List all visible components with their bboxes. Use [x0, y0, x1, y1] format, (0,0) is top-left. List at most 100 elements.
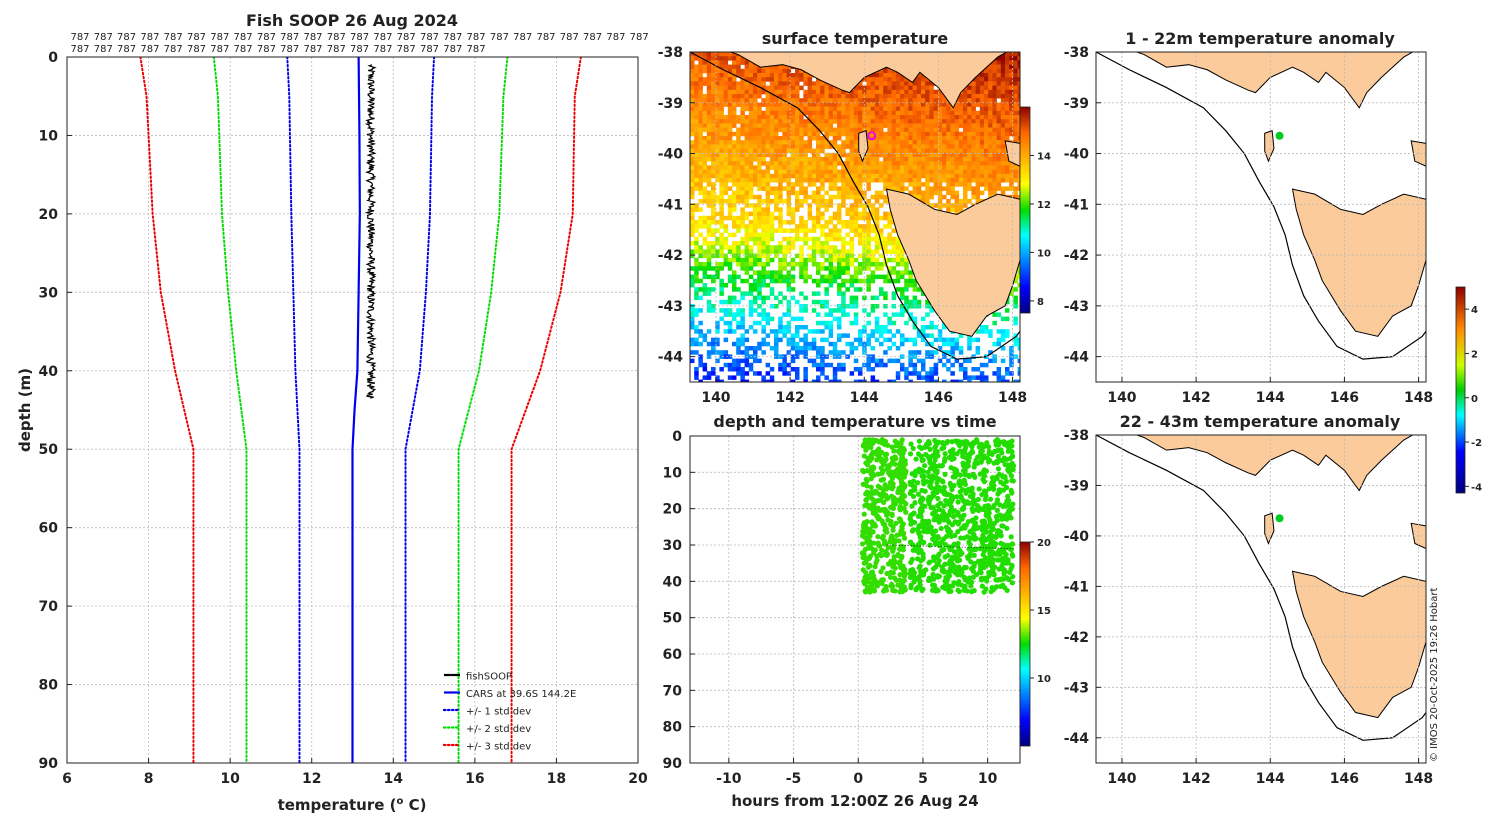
sst-cell	[946, 173, 951, 179]
sst-cell	[979, 190, 985, 196]
sst-cell	[1017, 358, 1020, 364]
sst-cell	[828, 127, 834, 133]
sst-cell	[711, 165, 716, 170]
sst-cell	[950, 119, 955, 124]
sst-cell	[790, 98, 796, 103]
sst-cell	[727, 56, 733, 61]
sst-cell	[891, 266, 897, 271]
sst-cell	[786, 308, 792, 313]
sst-cell	[866, 228, 871, 233]
sst-cell	[912, 144, 918, 149]
sst-cell	[988, 94, 993, 99]
sst-cell	[1005, 367, 1010, 372]
sst-cell	[757, 312, 762, 317]
sst-cell	[883, 278, 888, 284]
sst-cell	[694, 52, 699, 57]
sst-cell	[698, 127, 703, 133]
sst-cell	[740, 123, 745, 128]
sst-cell	[782, 266, 787, 271]
sst-cell	[698, 64, 703, 70]
sst-cell	[1009, 94, 1014, 99]
sst-cell	[778, 257, 783, 263]
sst-cell	[799, 182, 804, 187]
sst-cell	[736, 94, 741, 99]
sst-cell	[748, 262, 754, 267]
sst-cell	[790, 136, 796, 141]
sst-cell	[753, 173, 758, 179]
sst-cell	[874, 320, 880, 326]
sst-cell	[786, 123, 792, 128]
sst-cell	[782, 148, 787, 154]
sst-cell	[816, 89, 821, 95]
sst-cell	[975, 81, 981, 86]
sst-cell	[786, 110, 792, 116]
sst-cell	[727, 178, 733, 183]
sst-cell	[828, 308, 834, 313]
sst-cell	[858, 186, 863, 191]
sst-cell	[799, 291, 804, 296]
sst-cell	[870, 161, 876, 166]
sst-cell	[698, 287, 703, 292]
sst-cell	[1000, 178, 1006, 183]
sst-cell	[799, 119, 804, 124]
sst-cell	[900, 186, 905, 191]
sst-cell	[967, 199, 972, 204]
sst-cell	[753, 68, 758, 74]
sst-cell	[820, 127, 825, 133]
sst-cell	[887, 266, 892, 271]
sst-cell	[795, 182, 800, 187]
sst-cell	[778, 362, 783, 368]
sst-cell	[845, 106, 850, 112]
sst-cell	[811, 89, 817, 95]
sst-cell	[748, 165, 754, 170]
sst-cell	[862, 249, 867, 254]
sst-cell	[963, 358, 968, 364]
sst-cell	[698, 249, 703, 254]
sst-cell	[975, 77, 981, 82]
sst-cell	[963, 136, 968, 141]
sst-cell	[1005, 131, 1010, 137]
sst-cell	[988, 85, 993, 91]
sst-cell	[723, 98, 729, 103]
sst-cell	[702, 157, 708, 162]
sst-cell	[790, 144, 796, 149]
sst-cell	[832, 266, 838, 271]
sst-cell	[929, 194, 934, 200]
sst-cell	[832, 131, 838, 137]
sst-cell	[753, 140, 758, 145]
sst-cell	[711, 278, 716, 284]
sst-cell	[803, 333, 808, 338]
sst-cell	[753, 127, 758, 133]
sst-cell	[874, 173, 880, 179]
sst-cell	[807, 346, 813, 351]
sst-cell	[866, 161, 871, 166]
sst-cell	[908, 136, 913, 141]
sst-cell	[727, 211, 733, 217]
sst-cell	[837, 270, 842, 275]
sst-cell	[916, 333, 922, 338]
sst-cell	[715, 199, 720, 204]
sst-cell	[853, 379, 859, 382]
sst-cell	[698, 182, 703, 187]
sst-cell	[702, 270, 708, 275]
sst-cell	[694, 245, 699, 250]
sst-cell	[954, 379, 960, 382]
sst-cell	[849, 257, 855, 263]
sst-cell	[799, 148, 804, 154]
sst-cell	[946, 115, 951, 120]
sst-cell	[786, 136, 792, 141]
sst-cell	[971, 178, 976, 183]
sst-cell	[921, 358, 926, 364]
sst-cell	[824, 94, 829, 99]
sst-cell	[694, 157, 699, 162]
sst-cell	[874, 131, 880, 137]
sst-cell	[769, 379, 775, 382]
sst-cell	[1009, 161, 1014, 166]
sst-ship-marker	[867, 131, 877, 141]
sst-cell	[929, 123, 934, 128]
sst-cell	[992, 89, 997, 95]
sst-cell	[782, 136, 787, 141]
sst-cell	[736, 64, 741, 70]
sst-cell	[748, 140, 754, 145]
sst-cell	[1005, 173, 1010, 179]
